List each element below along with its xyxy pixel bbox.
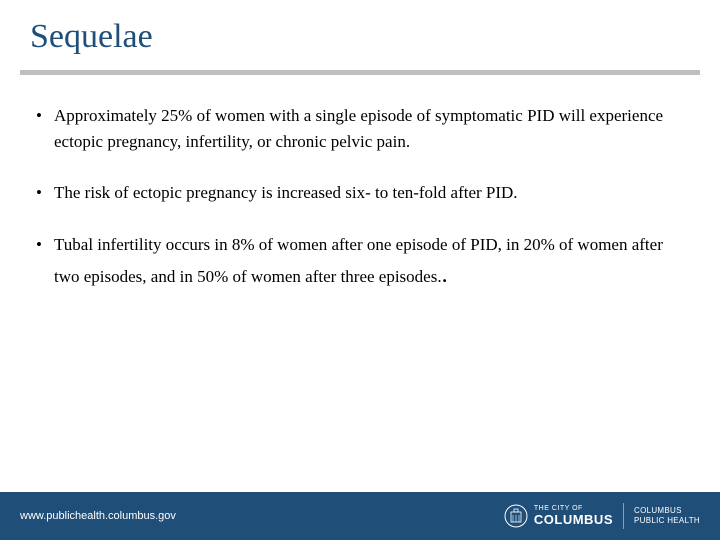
logo-divider <box>623 503 624 529</box>
bullet-text: Tubal infertility occurs in 8% of women … <box>54 235 663 287</box>
slide-title: Sequelae <box>30 18 690 56</box>
logo-department: COLUMBUS PUBLIC HEALTH <box>634 506 700 525</box>
footer-logo: THE CITY OF COLUMBUS COLUMBUS PUBLIC HEA… <box>504 503 700 529</box>
footer-url: www.publichealth.columbus.gov <box>20 510 176 522</box>
trailing-period: . <box>442 262 448 288</box>
bullet-item: Approximately 25% of women with a single… <box>34 103 686 154</box>
bullet-item: The risk of ectopic pregnancy is increas… <box>34 180 686 206</box>
logo-city-name: COLUMBUS <box>534 513 613 527</box>
title-area: Sequelae <box>0 0 720 64</box>
columbus-seal-icon <box>504 504 528 528</box>
logo-text: THE CITY OF COLUMBUS <box>534 505 613 527</box>
content-area: Approximately 25% of women with a single… <box>0 75 720 492</box>
slide: Sequelae Approximately 25% of women with… <box>0 0 720 540</box>
bullet-item: Tubal infertility occurs in 8% of women … <box>34 232 686 294</box>
logo-mark: THE CITY OF COLUMBUS <box>504 504 613 528</box>
dept-line2: PUBLIC HEALTH <box>634 516 700 526</box>
dept-line1: COLUMBUS <box>634 506 700 516</box>
bullet-list: Approximately 25% of women with a single… <box>34 103 686 293</box>
footer-bar: www.publichealth.columbus.gov THE CITY O… <box>0 492 720 540</box>
